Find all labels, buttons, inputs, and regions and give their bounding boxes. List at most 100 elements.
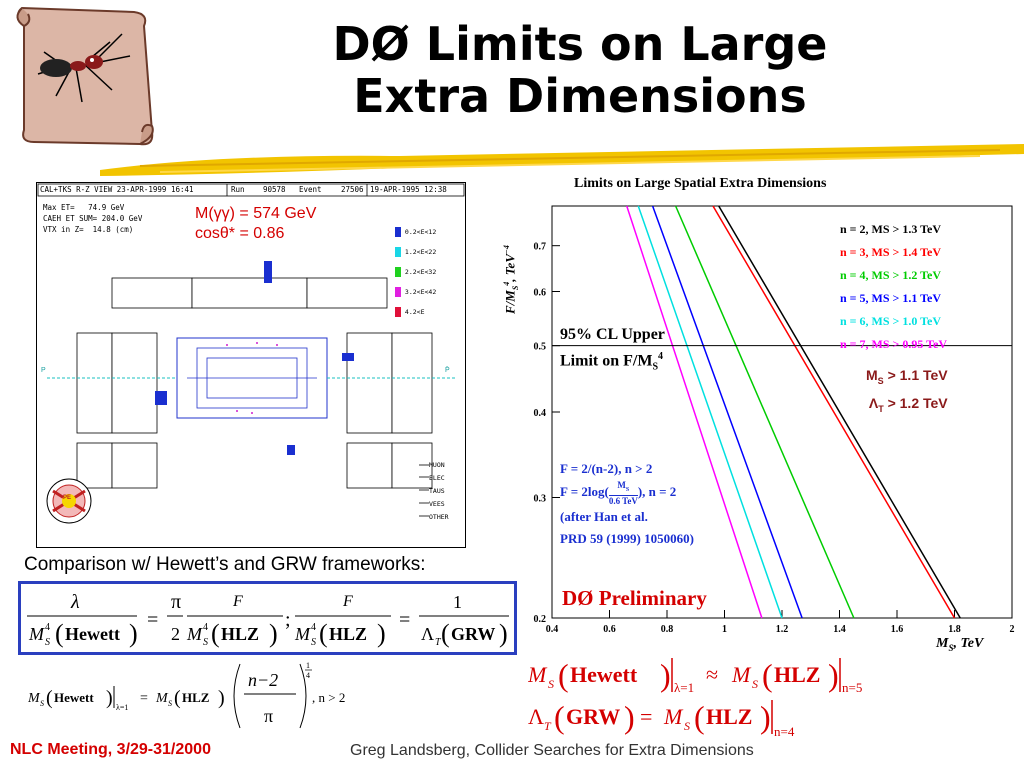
f-F1: F (232, 593, 243, 610)
limit-curve-5 (626, 205, 763, 619)
f-two: 2 (171, 624, 180, 644)
f-s3: S (311, 637, 316, 648)
limit-curve-1 (712, 205, 956, 619)
f-paren-l2: ( (211, 619, 220, 648)
track-legend: MUON ELEC TAUS VEES OTHER (429, 459, 449, 524)
f-F2: F (342, 593, 353, 610)
legend-taus: TAUS (429, 487, 445, 495)
scale-swatch-2 (395, 267, 401, 277)
pe-logo: PE (63, 495, 72, 501)
g-q-top: 1 (306, 661, 310, 670)
r-paren-r2: ) (828, 657, 839, 693)
y-tick-label: 0.3 (534, 493, 547, 504)
f-pi: π (171, 591, 181, 613)
scale-label-0: 0.2<E<12 (404, 228, 437, 236)
scale-swatch-1 (395, 247, 401, 257)
r-paren-l3: ( (554, 699, 565, 735)
lt-note: Λ (868, 394, 879, 411)
plot-title: Limits on Large Spatial Extra Dimensions (574, 176, 827, 191)
legend-n5: n = 5, MS > 1.1 TeV (840, 291, 942, 305)
r-m2: M (731, 662, 752, 687)
limit-plot: 0.4 0.6 0.8 1 1.2 1.4 1.6 1.8 2 0.2 0.3 0.4 0.5 0.6 0.… (500, 194, 1024, 664)
f-t: T (435, 637, 442, 648)
event-header: CAL+TKS R-Z VIEW 23-APR-1999 16:41 (40, 185, 194, 194)
y-tick-label: 0.4 (534, 408, 547, 419)
r-s1: S (548, 677, 554, 691)
scale-swatch-4 (395, 307, 401, 317)
lt-value: > 1.2 TeV (883, 394, 948, 411)
f-m1: M (28, 624, 45, 644)
scale-swatch-0 (395, 227, 401, 237)
legend-muon: MUON (429, 461, 445, 469)
ms-note: M (866, 367, 878, 383)
d0-preliminary: DØ Preliminary (562, 586, 707, 610)
x-tick-label: 1.6 (891, 624, 904, 635)
event-display: CAL+TKS R-Z VIEW 23-APR-1999 16:41 Run 9… (36, 182, 466, 548)
r-eq: = (640, 704, 652, 729)
g-pi: π (264, 706, 273, 726)
limit-curve-0 (718, 205, 961, 619)
legend-n6: n = 6, MS > 1.0 TeV (840, 314, 942, 328)
event-number: 27506 (341, 185, 364, 194)
r-sub-n5: n=5 (842, 680, 862, 695)
event-stat-1: Max ET= 74.9 GeV (43, 203, 125, 212)
f-hlz2: HLZ (329, 624, 367, 644)
ant-scroll-icon (16, 6, 154, 146)
f-paren-l3: ( (319, 619, 328, 648)
limit-curve-3 (651, 205, 803, 619)
f-paren-r2: ) (269, 619, 278, 648)
y-tick-label: 0.5 (534, 342, 547, 353)
r-hewett: Hewett (570, 662, 638, 687)
x-tick-label: 1.8 (948, 624, 961, 635)
f-def-1: F = 2/(n-2), n > 2 (560, 461, 653, 476)
event-stat-3: VTX in Z= 14.8 (cm) (43, 225, 134, 234)
f-paren-l1: ( (55, 619, 64, 648)
g-q-bot: 4 (306, 671, 310, 680)
f-lt: Λ (421, 624, 434, 644)
legend-elec: ELEC (429, 474, 445, 482)
footer-meeting: NLC Meeting, 3/29-31/2000 (10, 741, 211, 758)
r-sub-l1: λ=1 (674, 680, 694, 695)
r-paren-r1: ) (660, 657, 671, 693)
f-m3: M (294, 624, 311, 644)
r-approx: ≈ (706, 662, 718, 687)
r-sub-n4: n=4 (774, 724, 795, 739)
legend-other: OTHER (429, 513, 449, 521)
r-m3: M (663, 704, 684, 729)
cl-line-1: 95% CL Upper (560, 326, 665, 343)
g-m1: M (28, 691, 41, 706)
f-s2: S (203, 637, 208, 648)
r-hlz1: HLZ (774, 662, 820, 687)
frac-bot: 0.6 TeV (608, 495, 638, 506)
prd-ref: PRD 59 (1999) 1050060) (560, 530, 694, 546)
f-hewett: Hewett (65, 624, 120, 644)
f-lambda: λ (70, 591, 80, 613)
g-eq: = (140, 691, 148, 706)
f-hlz1: HLZ (221, 624, 259, 644)
event-run-label: Run (231, 185, 245, 194)
plot-legend: n = 2, MS > 1.3 TeV n = 3, MS > 1.4 TeV … (840, 218, 947, 356)
g-paren-l1: ( (46, 687, 53, 709)
limit-curve-4 (637, 205, 783, 619)
y-tick-label: 0.2 (534, 614, 547, 625)
r-s2: S (752, 677, 758, 691)
f-4b: 4 (203, 622, 208, 633)
g-paren-r1: ) (106, 687, 113, 709)
scale-label-3: 3.2<E<42 (404, 288, 437, 296)
scroll-logo (4, 4, 164, 154)
scale-label-2: 2.2<E<32 (404, 268, 437, 276)
x-tick-label: 1 (722, 624, 727, 635)
ylabel-text: F/M (502, 290, 518, 314)
p-label: P (41, 367, 46, 374)
f-eq1: = (147, 609, 158, 631)
f-def-2b: ), n = 2 (637, 483, 677, 499)
f-definitions: F = 2/(n-2), n > 2 F = 2log(MS 0.6 TeV), … (560, 458, 694, 550)
f-grw: GRW (451, 624, 495, 644)
r-s3: S (684, 719, 690, 733)
f-4a: 4 (45, 622, 50, 633)
f-4c: 4 (311, 622, 316, 633)
g-s1: S (40, 699, 44, 708)
f-paren-l4: ( (441, 619, 450, 648)
g-nm2: n−2 (248, 670, 278, 690)
f-def-2: F = 2log( (560, 483, 609, 499)
